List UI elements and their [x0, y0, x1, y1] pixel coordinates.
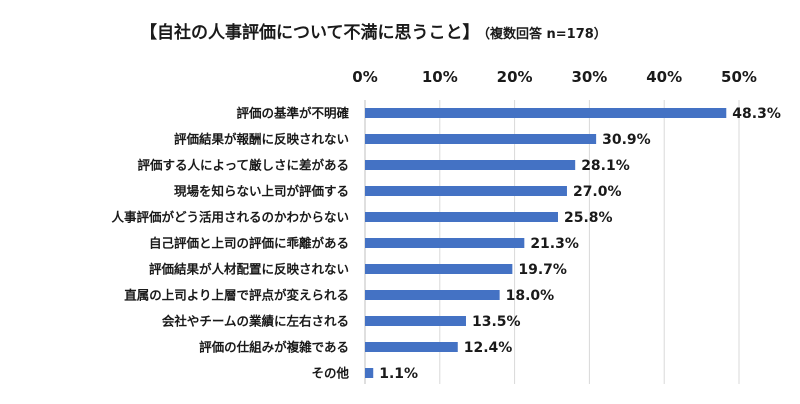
bar — [365, 212, 558, 222]
chart-title: 【自社の人事評価について不満に思うこと】 — [140, 23, 480, 43]
value-label: 30.9% — [602, 132, 651, 148]
category-label: 直属の上司より上層で評点が変えられる — [124, 288, 349, 303]
bar — [365, 264, 513, 274]
category-label: 会社やチームの業績に左右される — [162, 314, 349, 329]
chart-subtitle: （複数回答 n=178） — [483, 27, 607, 42]
value-label: 48.3% — [732, 106, 781, 122]
x-tick-label: 50% — [721, 68, 757, 86]
category-label: その他 — [311, 366, 349, 381]
bar — [365, 160, 576, 170]
category-label: 評価する人によって厳しさに差がある — [137, 158, 349, 173]
category-label: 現場を知らない上司が評価する — [174, 184, 349, 199]
x-tick-label: 30% — [571, 68, 607, 86]
category-label: 評価の仕組みが複雑である — [199, 340, 349, 355]
value-label: 19.7% — [518, 262, 567, 278]
bar — [365, 290, 500, 300]
value-label: 13.5% — [472, 314, 521, 330]
value-label: 12.4% — [464, 340, 513, 356]
x-tick-label: 0% — [352, 68, 377, 86]
value-label: 1.1% — [379, 366, 418, 382]
value-label: 25.8% — [564, 210, 613, 226]
bar — [365, 186, 567, 196]
category-label: 自己評価と上司の評価に乖離がある — [149, 236, 349, 251]
bar — [365, 134, 597, 144]
value-label: 27.0% — [573, 184, 622, 200]
value-label: 28.1% — [581, 158, 630, 174]
x-tick-label: 20% — [497, 68, 533, 86]
bar — [365, 108, 727, 118]
category-label: 人事評価がどう活用されるのかわからない — [111, 210, 349, 225]
bar — [365, 316, 466, 326]
chart-title-block: 【自社の人事評価について不満に思うこと】 （複数回答 n=178） — [140, 18, 607, 43]
value-label: 18.0% — [506, 288, 555, 304]
category-label: 評価の基準が不明確 — [236, 106, 349, 121]
x-tick-label: 10% — [422, 68, 458, 86]
bar — [365, 342, 458, 352]
category-label: 評価結果が報酬に反映されない — [174, 132, 349, 147]
value-label: 21.3% — [530, 236, 579, 252]
x-tick-label: 40% — [646, 68, 682, 86]
bar — [365, 238, 525, 248]
category-label: 評価結果が人材配置に反映されない — [149, 262, 349, 277]
bar — [365, 368, 374, 378]
